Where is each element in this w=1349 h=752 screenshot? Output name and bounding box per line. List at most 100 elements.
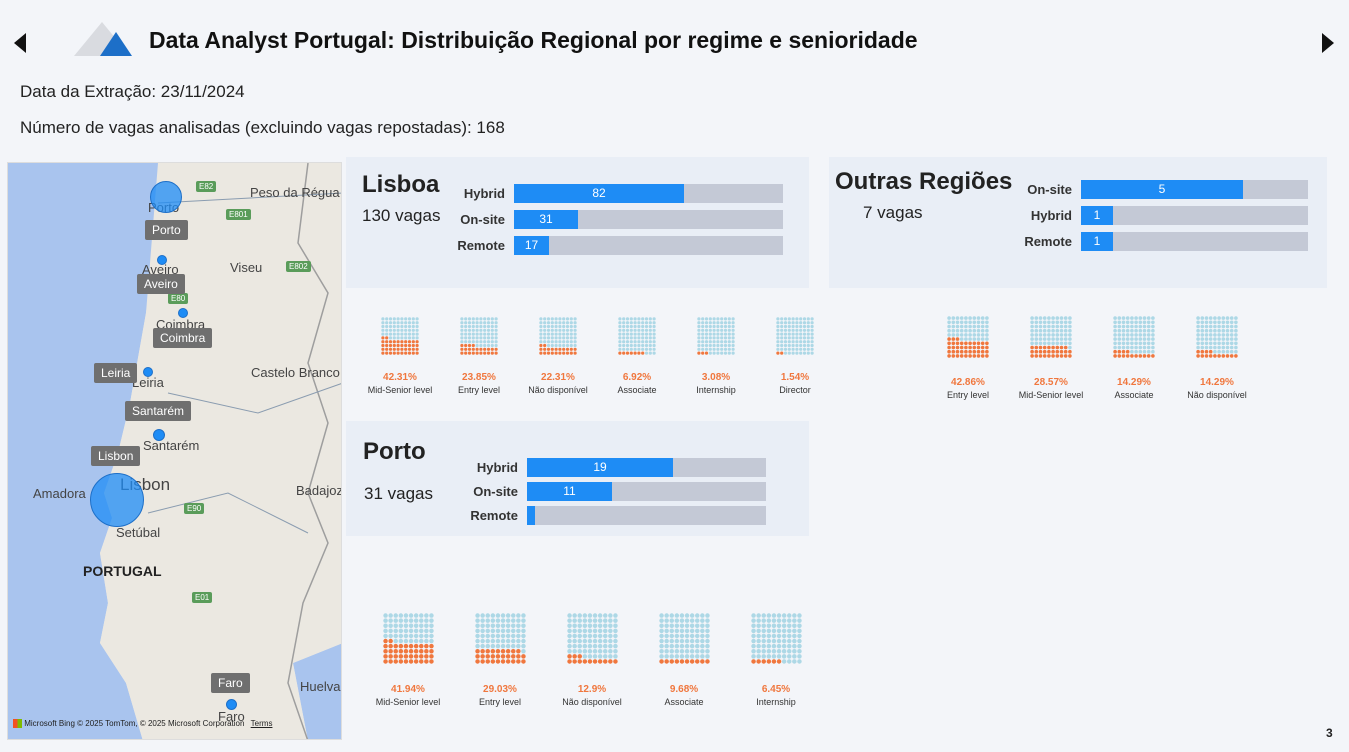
bar-fill[interactable] <box>1081 206 1113 225</box>
waffle-dot <box>607 618 613 623</box>
bar-fill[interactable] <box>514 210 578 229</box>
waffle-dot <box>716 340 720 344</box>
waffle-dot <box>791 340 795 344</box>
waffle-dot <box>694 623 699 628</box>
waffle-chart[interactable] <box>947 316 989 358</box>
bar-track[interactable]: 82 <box>514 184 783 203</box>
waffle-dot <box>550 317 554 321</box>
waffle-dot <box>592 628 597 634</box>
waffle-dot <box>597 659 602 664</box>
waffle-dot <box>787 321 791 325</box>
waffle-dot <box>392 317 396 321</box>
bar-track[interactable] <box>527 506 766 525</box>
waffle-chart[interactable] <box>381 317 419 355</box>
waffle-dot <box>980 328 985 333</box>
waffle-dot <box>411 317 415 321</box>
waffle-dot <box>569 351 573 355</box>
waffle-dot <box>467 321 472 325</box>
waffle-dot <box>385 336 389 340</box>
waffle-chart[interactable] <box>474 613 526 664</box>
waffle-chart[interactable] <box>697 317 735 355</box>
waffle-dot <box>951 349 956 354</box>
bar-track[interactable]: 5 <box>1081 180 1308 199</box>
map-visual[interactable]: Peso da Régua Viseu Castelo Branco Badaj… <box>7 162 342 740</box>
waffle-dot <box>947 341 951 346</box>
bar-track[interactable]: 17 <box>514 236 783 255</box>
map-bubble-lisbon[interactable] <box>90 473 144 527</box>
waffle-chart[interactable] <box>658 613 710 664</box>
waffle-chart[interactable] <box>618 317 656 355</box>
bar-track[interactable]: 1 <box>1081 206 1308 225</box>
map-bubble-santarem[interactable] <box>153 429 165 441</box>
waffle-dot <box>964 328 968 333</box>
waffle-dot <box>539 351 543 355</box>
waffle-dot <box>475 332 479 336</box>
bar-track[interactable]: 1 <box>1081 232 1308 251</box>
bar-fill[interactable] <box>514 184 684 203</box>
waffle-dot <box>976 341 981 346</box>
waffle-chart[interactable] <box>776 317 814 355</box>
map-bubble-coimbra[interactable] <box>178 308 188 318</box>
waffle-dot <box>679 613 684 618</box>
bar-track[interactable]: 11 <box>527 482 766 501</box>
waffle-dot <box>490 643 495 649</box>
next-page-arrow-icon[interactable] <box>1322 33 1334 53</box>
waffle-dot <box>558 351 562 355</box>
waffle-dot <box>1042 349 1047 354</box>
waffle-dot <box>494 347 498 351</box>
waffle-dot <box>460 324 464 329</box>
bar-fill[interactable] <box>527 482 612 501</box>
bar-fill[interactable] <box>527 506 535 525</box>
bar-fill[interactable] <box>1081 180 1243 199</box>
waffle-chart[interactable] <box>566 613 618 664</box>
waffle-dot <box>776 347 780 351</box>
waffle-chart[interactable] <box>750 613 802 664</box>
waffle-dot <box>423 643 429 649</box>
waffle-dot <box>393 623 398 628</box>
waffle-dot <box>787 340 791 344</box>
waffle-dot <box>587 633 592 639</box>
waffle-dot <box>396 351 400 355</box>
waffle-chart[interactable] <box>460 317 498 355</box>
bar-fill[interactable] <box>1081 232 1113 251</box>
waffle-dot <box>674 613 679 618</box>
map-bubble-leiria[interactable] <box>143 367 153 377</box>
waffle-dot <box>641 343 645 348</box>
waffle-dot <box>663 628 669 634</box>
waffle-dot <box>607 654 613 659</box>
previous-page-arrow-icon[interactable] <box>14 33 26 53</box>
waffle-dot <box>783 347 788 351</box>
waffle-dot <box>1208 316 1213 320</box>
waffle-dot <box>658 659 664 664</box>
waffle-dot <box>780 343 784 348</box>
bar-track[interactable]: 19 <box>527 458 766 477</box>
waffle-dot <box>1059 354 1064 358</box>
waffle-dot <box>418 618 423 623</box>
map-bubble-aveiro[interactable] <box>157 255 167 265</box>
waffle-dot <box>396 317 400 321</box>
waffle-dot <box>810 332 814 336</box>
waffle-dot <box>796 659 802 664</box>
map-bubble-porto[interactable] <box>150 181 182 213</box>
bar-category-label: Hybrid <box>463 186 505 201</box>
map-bubble-faro[interactable] <box>226 699 237 710</box>
waffle-dot <box>980 337 985 341</box>
waffle-dot <box>1138 341 1143 346</box>
bar-track[interactable]: 31 <box>514 210 783 229</box>
waffle-dot <box>1225 333 1230 337</box>
map-place-label: Faro <box>218 709 245 724</box>
bar-fill[interactable] <box>527 458 673 477</box>
waffle-chart[interactable] <box>1030 316 1072 358</box>
waffle-dot <box>955 349 960 354</box>
waffle-dot <box>400 328 404 332</box>
waffle-dot <box>968 337 972 341</box>
waffle-dot <box>663 643 669 649</box>
waffle-dot <box>1047 345 1051 350</box>
terms-link[interactable]: Terms <box>250 719 273 728</box>
waffle-chart[interactable] <box>1113 316 1155 358</box>
waffle-chart[interactable] <box>539 317 577 355</box>
bar-fill[interactable] <box>514 236 549 255</box>
waffle-chart[interactable] <box>382 613 434 664</box>
waffle-chart[interactable] <box>1196 316 1238 358</box>
waffle-dot <box>1225 341 1230 346</box>
